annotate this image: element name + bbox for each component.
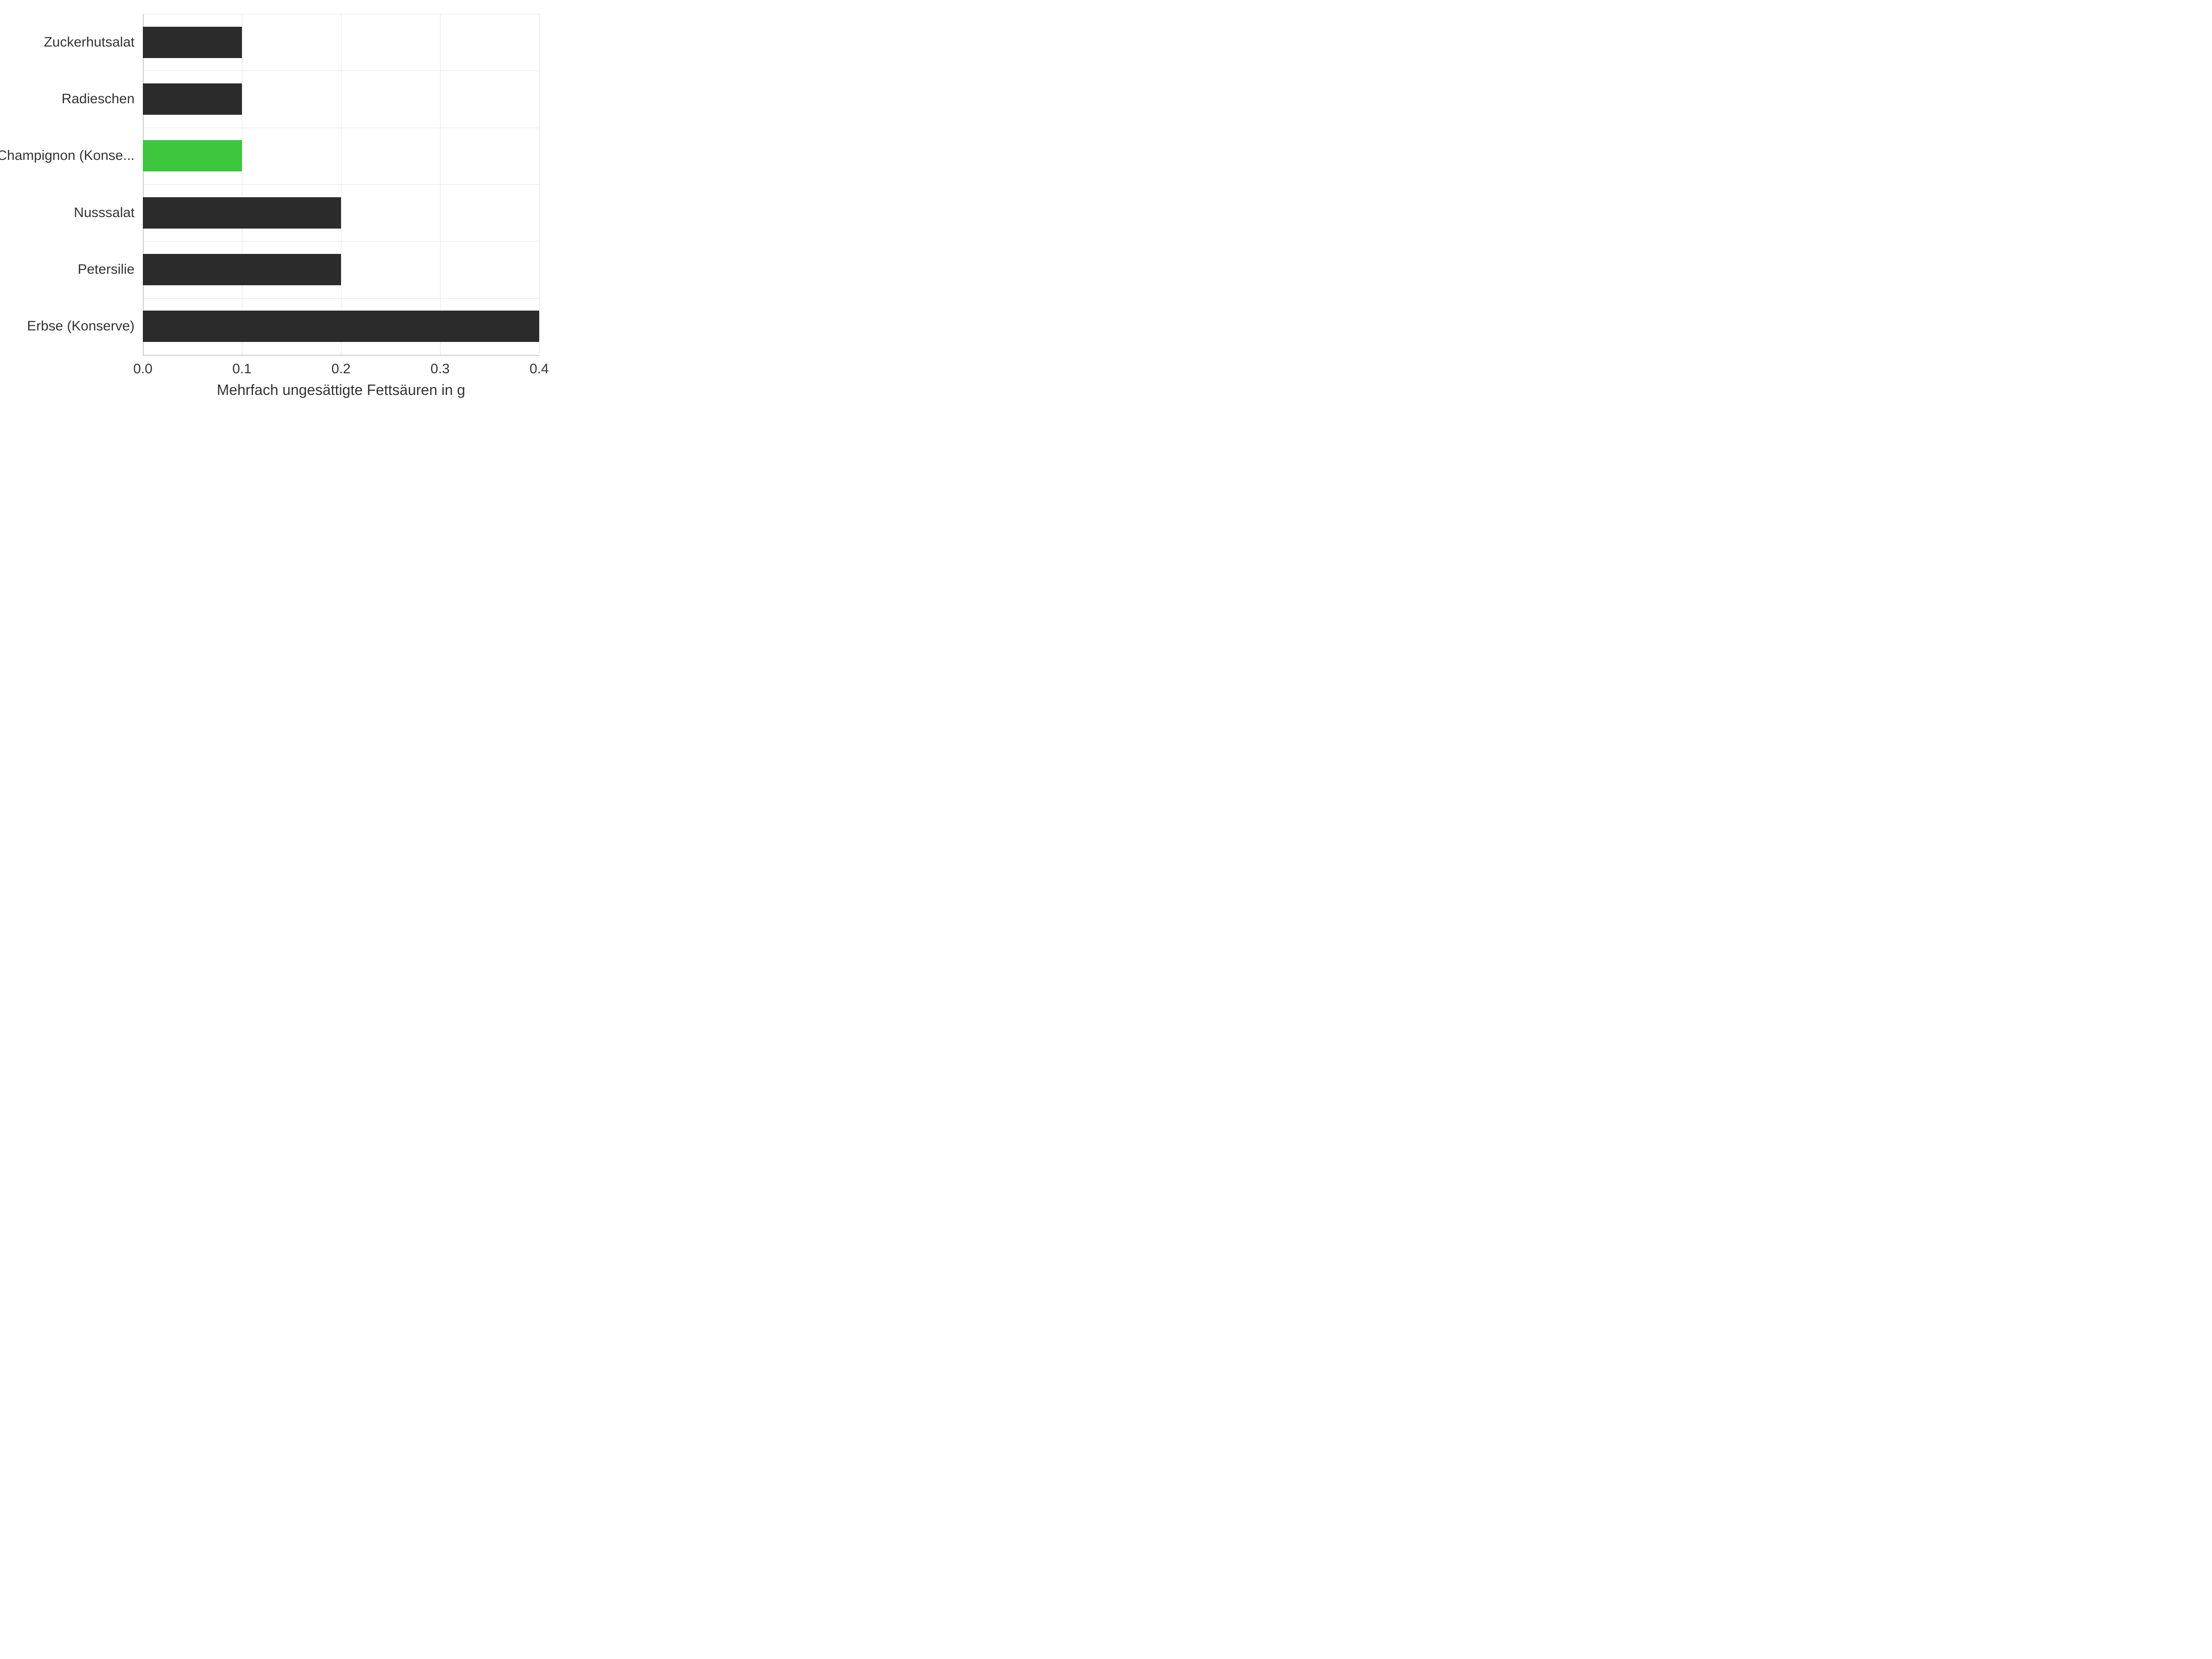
category-label: Zuckerhutsalat xyxy=(44,35,135,50)
bar xyxy=(143,254,341,285)
bar xyxy=(143,27,242,58)
x-tick-label: 0.1 xyxy=(232,361,252,377)
category-label: Erbse (Konserve) xyxy=(27,318,135,334)
category-label: Nusssalat xyxy=(74,205,135,221)
category-label: Champignon (Konse... xyxy=(0,148,135,164)
gridline-vertical xyxy=(440,14,441,355)
bar xyxy=(143,140,242,171)
x-axis-label: Mehrfach ungesättigte Fettsäuren in g xyxy=(217,382,465,399)
x-axis xyxy=(143,355,539,356)
x-tick-label: 0.4 xyxy=(529,361,549,377)
plot-area xyxy=(143,14,539,355)
x-tick-label: 0.2 xyxy=(331,361,351,377)
x-tick-label: 0.3 xyxy=(430,361,450,377)
bar xyxy=(143,197,341,229)
category-label: Petersilie xyxy=(78,262,135,277)
bar xyxy=(143,83,242,115)
x-tick-label: 0.0 xyxy=(133,361,153,377)
category-label: Radieschen xyxy=(62,91,135,107)
bar-chart: Zuckerhutsalat Radieschen Champignon (Kons… xyxy=(0,0,553,415)
bar xyxy=(143,311,539,342)
gridline-vertical xyxy=(539,14,540,355)
y-axis xyxy=(143,14,144,355)
